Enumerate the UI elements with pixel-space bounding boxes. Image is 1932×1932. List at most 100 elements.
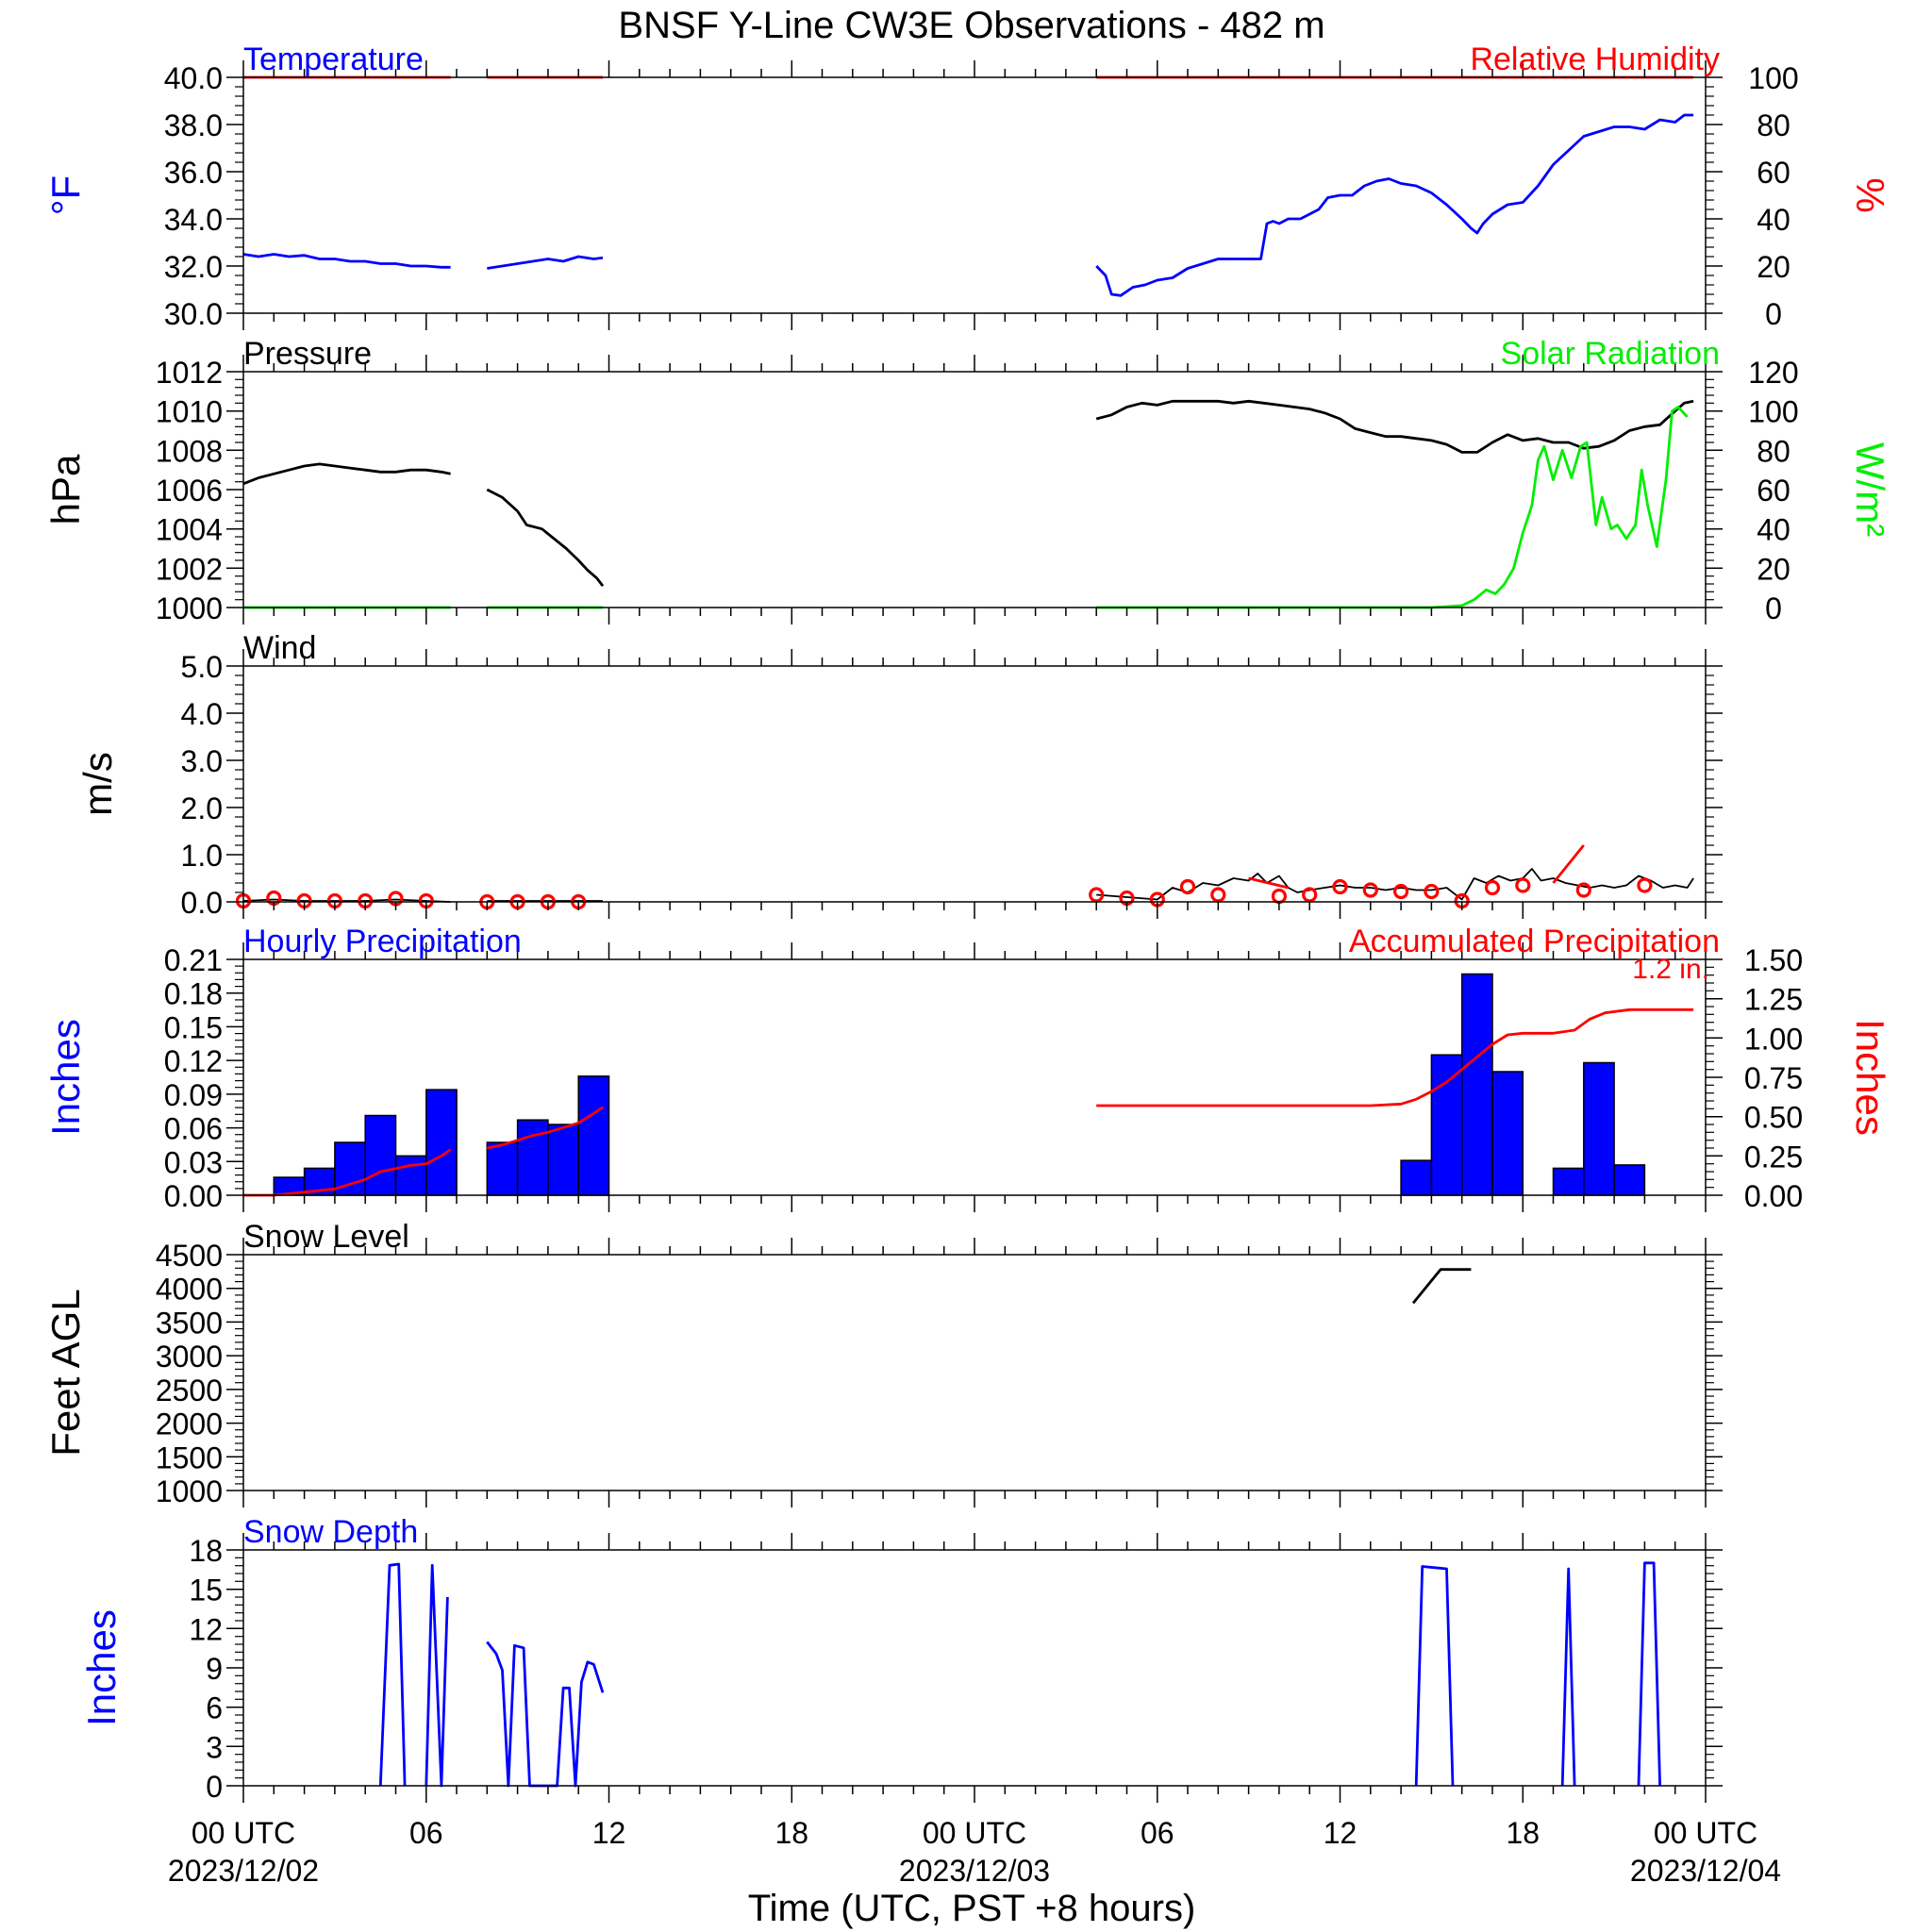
pressure-solar-series-0-segment-2: [1095, 399, 1694, 454]
y2-tick-label: 100: [1748, 61, 1798, 95]
y-tick-label: 0.03: [164, 1145, 223, 1179]
panel-pressure-solar: 1000 1002 1004 1006 1008 1010 1012 0 20 40 60 80 100…: [43, 336, 1892, 625]
y-tick-label: 12: [189, 1612, 223, 1646]
y-tick-label: 1010: [156, 395, 223, 429]
y-axis-label: hPa: [43, 454, 88, 525]
x-tick-label: 2023/12/03: [899, 1854, 1050, 1888]
y-axis-label: Inches: [79, 1609, 124, 1726]
y-tick-label: 3000: [156, 1340, 223, 1374]
wind-marker-18: [1332, 878, 1348, 895]
chart-panels: 30.032.034.036.038.040.0020406080100Temp…: [43, 42, 1892, 1804]
y-tick-label: 2500: [156, 1374, 223, 1407]
y-tick-label: 38.0: [164, 108, 223, 142]
temperature-rh-series-0-segment-2: [1095, 113, 1694, 297]
y2-tick-label: 20: [1757, 552, 1790, 586]
y-tick-label: 0: [206, 1770, 223, 1804]
x-tick-label: 00 UTC: [1654, 1816, 1757, 1850]
y2-tick-label: 1.00: [1744, 1022, 1803, 1056]
panel-right-title: Solar Radiation: [1501, 336, 1720, 372]
y-tick-label: 30.0: [164, 297, 223, 331]
y2-axis-label: Inches: [1848, 1019, 1892, 1136]
wind-marker-24: [1515, 877, 1531, 893]
y-tick-label: 0.18: [164, 977, 223, 1011]
y2-tick-label: 40: [1757, 203, 1790, 237]
panel-left-title: Snow Level: [243, 1219, 409, 1255]
y-tick-label: 1500: [156, 1441, 223, 1474]
y-tick-label: 1006: [156, 474, 223, 508]
y-tick-label: 3500: [156, 1306, 223, 1340]
y-tick-label: 34.0: [164, 203, 223, 237]
y-tick-label: 36.0: [164, 156, 223, 190]
wind-marker-19: [1362, 882, 1378, 898]
temperature-rh-series-0-segment-1: [487, 255, 604, 270]
wind-marker-26: [1637, 877, 1653, 893]
precip-bar-7: [516, 1119, 549, 1196]
x-tick-label: 06: [409, 1816, 443, 1850]
wind-marker-15: [1210, 887, 1226, 903]
wind-series-1-segment-0: [1248, 876, 1289, 890]
precip-bar-14: [1552, 1167, 1585, 1196]
y2-tick-label: 20: [1757, 250, 1790, 284]
y-tick-label: 1002: [156, 552, 223, 586]
snow-depth-series-0-segment-5: [1637, 1561, 1661, 1787]
panel-temperature-rh: 30.0 32.0 34.0 36.0 38.0 40.0 0 20 40 60 80 100 Temp…: [43, 42, 1892, 331]
panel-left-title: Wind: [243, 630, 316, 666]
wind-marker-25: [1575, 882, 1591, 898]
precip-bar-13: [1491, 1071, 1524, 1196]
y2-tick-label: 120: [1748, 356, 1798, 390]
y-tick-label: 18: [189, 1534, 223, 1568]
y-tick-label: 0.15: [164, 1010, 223, 1044]
y-tick-label: 2.0: [181, 791, 223, 825]
y-tick-label: 1008: [156, 434, 223, 468]
wind-series-0-segment-2: [1096, 868, 1694, 901]
panel-wind: 0.0 1.0 2.0 3.0 4.0 5.0 Wind m/s: [75, 630, 1723, 920]
chart-title: BNSF Y-Line CW3E Observations - 482 m: [618, 5, 1324, 46]
y-tick-label: 1000: [156, 1474, 223, 1508]
panel-left-title: Snow Depth: [243, 1514, 418, 1550]
y2-tick-label: 0.25: [1744, 1140, 1803, 1174]
precip-bar-11: [1430, 1054, 1463, 1196]
panel-precipitation: 0.000.030.060.090.120.150.180.210.000.25…: [43, 924, 1892, 1213]
y-tick-label: 1012: [156, 356, 223, 390]
y2-tick-label: 1.50: [1744, 943, 1803, 977]
wind-series-1-segment-1: [1552, 844, 1585, 884]
y2-tick-label: 0: [1765, 591, 1782, 625]
panel-snow-depth: 0 3 6 9 12 15 18 Snow Depth Inches: [79, 1514, 1723, 1804]
y-tick-label: 4500: [156, 1239, 223, 1273]
y2-tick-label: 40: [1757, 513, 1790, 547]
y-tick-label: 0.09: [164, 1078, 223, 1112]
y-tick-label: 0.0: [181, 886, 223, 920]
y-tick-label: 6: [206, 1691, 223, 1725]
precip-bar-4: [394, 1155, 427, 1196]
x-tick-label: 2023/12/02: [168, 1854, 319, 1888]
panel-frame: [242, 665, 1707, 903]
wind-marker-21: [1424, 883, 1440, 900]
x-tick-label: 00 UTC: [923, 1816, 1026, 1850]
panel-frame: [242, 371, 1707, 608]
panel-frame: [242, 76, 1707, 314]
y-tick-label: 0.00: [164, 1179, 223, 1213]
snow-depth-series-0-segment-0: [378, 1562, 407, 1787]
y-axis-label: °F: [43, 175, 88, 215]
snow-depth-series-0-segment-1: [425, 1563, 449, 1788]
x-tick-label: 12: [592, 1816, 626, 1850]
y2-tick-label: 80: [1757, 108, 1790, 142]
precip-bar-9: [577, 1075, 610, 1196]
precip-bar-3: [364, 1114, 397, 1196]
snow-level-series-0-segment-0: [1411, 1268, 1472, 1305]
precip-bar-8: [547, 1124, 579, 1196]
panel-frame: [242, 1549, 1707, 1787]
y-tick-label: 0.21: [164, 943, 223, 977]
y-tick-label: 4000: [156, 1273, 223, 1307]
wind-marker-17: [1302, 887, 1318, 903]
y-tick-label: 2000: [156, 1407, 223, 1441]
precip-bar-5: [425, 1089, 458, 1196]
y-tick-label: 40.0: [164, 61, 223, 95]
y-axis-label: Feet AGL: [43, 1289, 88, 1456]
y2-tick-label: 60: [1757, 156, 1790, 190]
y-axis-label: Inches: [43, 1019, 88, 1136]
precipitation-series-0-segment-2: [1096, 1008, 1694, 1108]
y-tick-label: 5.0: [181, 650, 223, 684]
y-tick-label: 15: [189, 1574, 223, 1607]
y2-tick-label: 80: [1757, 434, 1790, 468]
